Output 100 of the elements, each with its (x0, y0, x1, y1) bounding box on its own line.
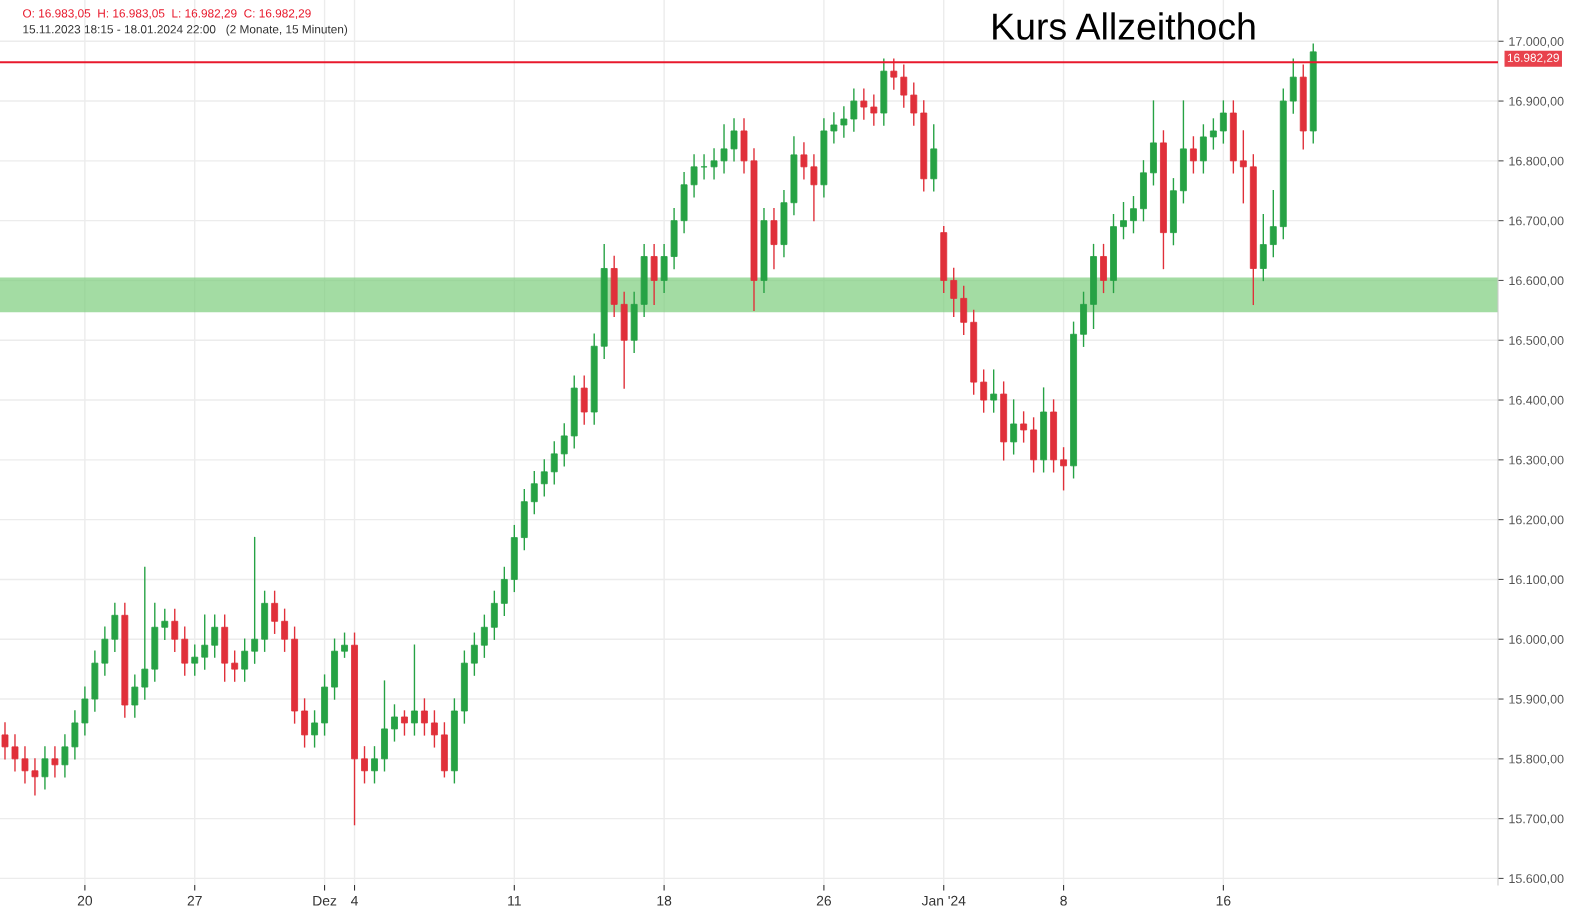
candlestick (860, 88, 868, 120)
text: 16.982,29 (1507, 53, 1559, 64)
x-tick-label: 8 (1060, 895, 1067, 906)
candlestick (850, 88, 858, 132)
candlestick (301, 698, 309, 748)
candlestick (101, 626, 109, 676)
candlestick (480, 614, 488, 658)
y-tick-label: 15.600,00 (1509, 874, 1564, 885)
candlestick (990, 369, 998, 413)
candlestick (1289, 58, 1297, 114)
candlestick (960, 285, 968, 335)
ref-line-label: Kurs Allzeithoch (993, 12, 1255, 40)
candlestick (71, 710, 79, 760)
x-tick-label: 18 (657, 895, 672, 906)
candlestick (201, 614, 209, 670)
candlestick (251, 536, 259, 664)
candlestick (1130, 196, 1137, 234)
candlestick (171, 608, 179, 652)
candlestick (830, 112, 838, 144)
candlestick (580, 375, 588, 425)
candlestick (11, 734, 19, 772)
candlestick (141, 566, 149, 700)
y-tick-label: 15.800,00 (1509, 754, 1564, 765)
candlestick (660, 243, 668, 294)
candlestick (1100, 243, 1107, 294)
candlestick (490, 590, 498, 640)
candlestick (111, 602, 119, 652)
candlestick (1239, 130, 1247, 204)
candlestick (431, 710, 438, 748)
y-tick-label: 16.400,00 (1509, 395, 1564, 407)
y-tick-label: 16.100,00 (1509, 575, 1564, 586)
candlestick (31, 758, 39, 796)
candlestick (311, 710, 318, 748)
y-tick-label: 16.500,00 (1509, 336, 1564, 347)
x-tick-label: 27 (187, 895, 202, 906)
candlestick (900, 64, 908, 108)
candlestick (980, 369, 988, 413)
candlestick (51, 746, 59, 778)
candlestick (690, 154, 698, 198)
x-tick-label: 20 (77, 895, 93, 906)
candlestick (161, 608, 169, 640)
text: O: 16.983,05 H: 16.983,05 L: 16.982,29 C: 16.982,29 (23, 9, 311, 19)
candlestick (1010, 399, 1018, 455)
y-tick-label: 16.800,00 (1509, 156, 1564, 167)
candlestick (401, 710, 408, 736)
x-tick-label: 4 (350, 895, 358, 906)
candlestick (470, 632, 478, 676)
x-tick-label: Jan '24 (921, 895, 966, 906)
candlestick (720, 124, 728, 174)
candlestick (1060, 447, 1067, 491)
candlestick (1209, 118, 1217, 150)
candlestick (540, 459, 548, 497)
candlestick (391, 704, 398, 742)
y-tick-label: 16.900,00 (1509, 96, 1564, 108)
candlestick (890, 58, 898, 90)
x-tick-label: 26 (816, 895, 832, 906)
candlestick (550, 441, 558, 485)
candlestick (411, 644, 418, 736)
y-tick-label: 16.600,00 (1509, 276, 1564, 287)
candlestick (371, 746, 378, 784)
candlestick (361, 746, 368, 784)
candlestick (1, 722, 9, 760)
candlestick (181, 626, 189, 676)
candlestick (560, 423, 568, 467)
candlestick (650, 243, 658, 306)
candlestick (870, 94, 878, 126)
y-tick-label: 17.000,00 (1509, 37, 1564, 48)
candlestick (61, 734, 69, 778)
candlestick (500, 566, 508, 617)
candlestick (81, 686, 89, 736)
candlestick (1189, 136, 1197, 174)
candlestick (241, 638, 249, 682)
candlestick (231, 650, 239, 682)
candlestick (800, 142, 808, 180)
candlestick (1269, 190, 1277, 258)
candlestick (730, 118, 738, 162)
x-tick-label: Dez (313, 895, 337, 906)
candlestick (211, 614, 219, 658)
y-tick-label: 15.900,00 (1509, 694, 1564, 706)
candlestick (710, 148, 718, 180)
candlestick (1259, 213, 1267, 282)
candlestick (21, 746, 29, 784)
candlestick (840, 106, 848, 138)
candlestick (950, 267, 958, 318)
candlestick (271, 590, 279, 634)
candlestick (191, 644, 199, 676)
y-tick-label: 16.300,00 (1509, 455, 1564, 466)
x-tick-label: 16 (1216, 895, 1231, 906)
candlestick (910, 82, 918, 126)
candlestick (1219, 100, 1227, 144)
y-tick-label: 16.200,00 (1509, 515, 1564, 526)
candlestick (281, 608, 289, 652)
y-tick-label: 16.700,00 (1509, 216, 1564, 227)
text: 15.11.2023 18:15 - 18.01.2024 22:00 (2 Monate, 15 Minuten) (23, 24, 348, 36)
candlestick (770, 207, 778, 270)
candlestick (810, 154, 818, 222)
y-tick-label: 16.000,00 (1509, 635, 1564, 646)
y-tick-label: 15.700,00 (1509, 814, 1564, 825)
candlestick (1020, 411, 1028, 443)
candlestick (1199, 124, 1207, 174)
